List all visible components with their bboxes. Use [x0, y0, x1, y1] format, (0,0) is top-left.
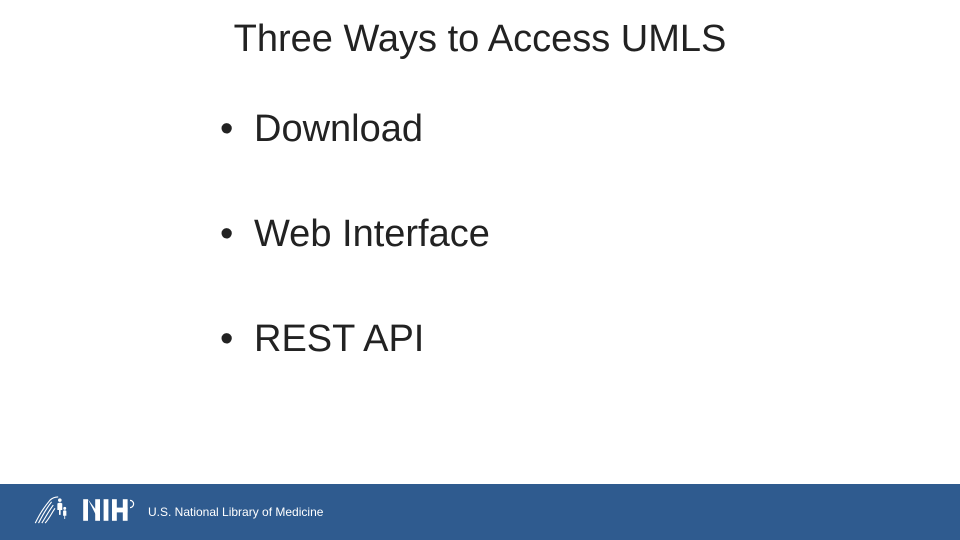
bullet-item: REST API [220, 318, 490, 361]
hhs-logo-icon [30, 492, 70, 533]
bullet-list: Download Web Interface REST API [220, 108, 490, 361]
bullet-item: Download [220, 108, 490, 151]
footer-bar: U.S. National Library of Medicine [0, 484, 960, 540]
footer-text: U.S. National Library of Medicine [148, 505, 323, 519]
nih-logo-icon [82, 495, 136, 530]
slide-title: Three Ways to Access UMLS [0, 18, 960, 61]
slide: Three Ways to Access UMLS Download Web I… [0, 0, 960, 540]
bullet-item: Web Interface [220, 213, 490, 256]
